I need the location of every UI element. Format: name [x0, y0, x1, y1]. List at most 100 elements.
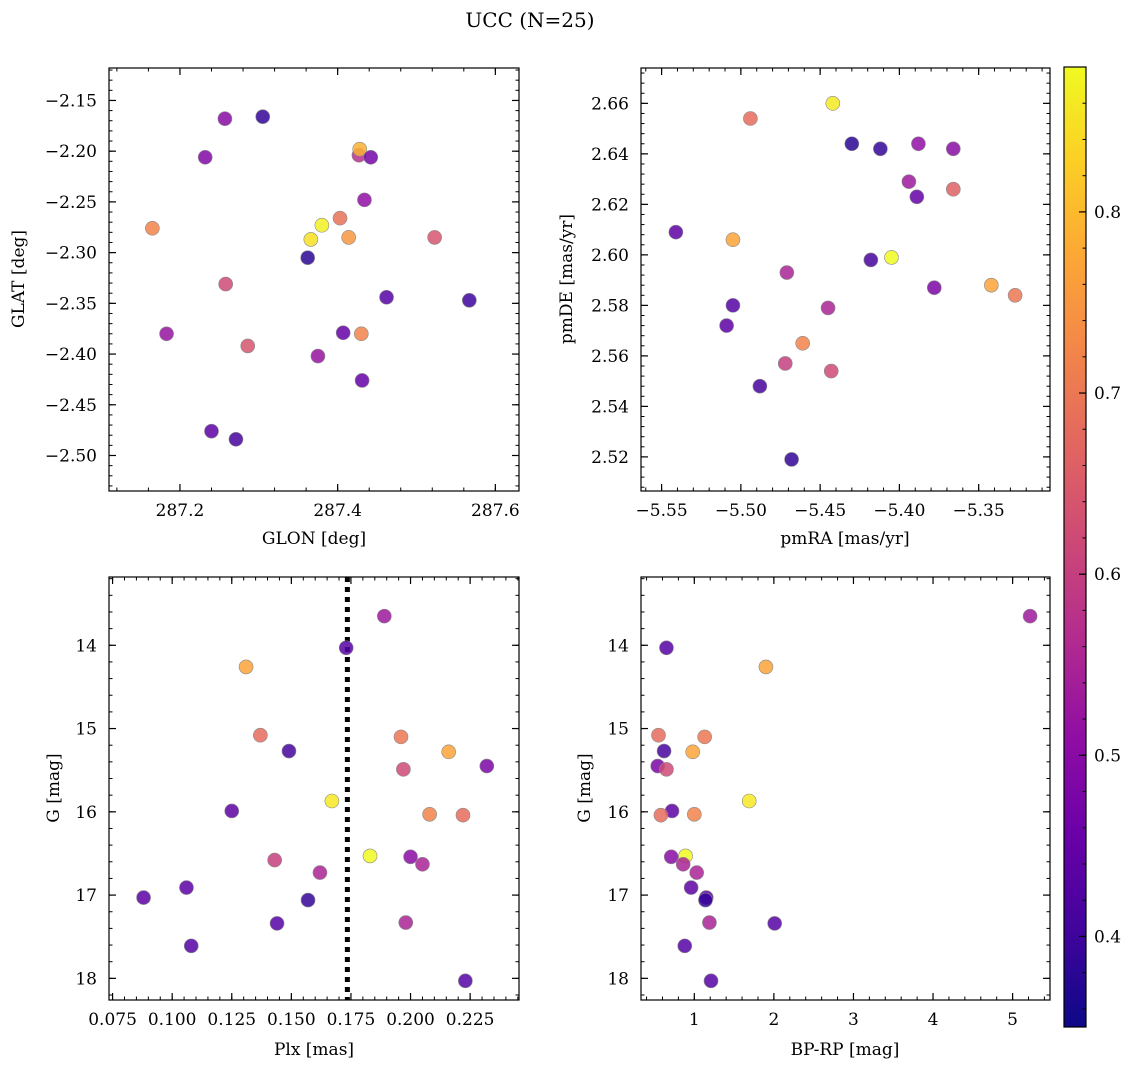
- y-tick-label: 16: [75, 803, 97, 823]
- data-point: [901, 174, 917, 189]
- y-tick-label: −2.35: [45, 294, 97, 314]
- data-point: [352, 141, 368, 157]
- data-point: [217, 111, 233, 127]
- data-point: [687, 807, 702, 822]
- x-tick-label: 287.6: [471, 501, 520, 521]
- data-point: [357, 192, 372, 208]
- data-point: [310, 348, 326, 364]
- data-point: [725, 232, 741, 248]
- x-axis-label: Plx [mas]: [274, 1040, 354, 1060]
- data-point: [984, 277, 999, 293]
- data-point: [396, 762, 411, 777]
- colorbar-tick-label: 0.5: [1094, 746, 1121, 766]
- data-point: [777, 356, 793, 371]
- data-point: [825, 96, 841, 111]
- x-tick-label: −5.35: [953, 501, 1005, 521]
- figure-title: UCC (N=25): [465, 8, 594, 32]
- x-tick-label: 0.075: [88, 1010, 137, 1030]
- data-point: [873, 141, 888, 157]
- data-point: [159, 326, 174, 342]
- data-point: [758, 659, 774, 675]
- data-point: [909, 189, 925, 205]
- axes-frame: [640, 67, 1051, 492]
- scatter-panel-4: 1 2 3 4 5 14 15 16 17 18 BP-RP [mag] G [mag]: [575, 576, 1051, 1060]
- x-tick-label: −5.55: [636, 501, 688, 521]
- data-point: [659, 640, 674, 656]
- data-point: [363, 149, 379, 165]
- data-point: [335, 325, 351, 341]
- y-tick-label: 2.54: [591, 397, 629, 417]
- colorbar-gradient: [1063, 66, 1087, 1028]
- data-point: [719, 318, 734, 333]
- data-point: [269, 916, 285, 931]
- data-point: [338, 640, 354, 656]
- data-point: [779, 265, 795, 280]
- data-point: [685, 744, 701, 760]
- colorbar-tick-label: 0.7: [1094, 384, 1121, 404]
- y-tick-label: 2.60: [591, 246, 629, 266]
- data-point: [479, 758, 495, 774]
- x-tick-label: 4: [928, 1010, 939, 1030]
- data-point: [441, 744, 456, 760]
- data-point: [427, 230, 442, 245]
- data-point: [415, 856, 430, 872]
- colorbar-tick-label: 0.6: [1094, 565, 1121, 585]
- x-axis-label: BP-RP [mag]: [791, 1040, 900, 1060]
- x-tick-label: 287.2: [156, 501, 205, 521]
- y-tick-label: −2.15: [45, 91, 97, 111]
- x-tick-label: 0.225: [446, 1010, 495, 1030]
- data-point: [741, 793, 757, 809]
- data-point: [702, 915, 717, 930]
- axes-frame: [108, 67, 520, 492]
- data-point: [238, 659, 254, 675]
- data-point: [653, 807, 669, 823]
- data-point: [228, 431, 244, 447]
- data-point: [145, 220, 160, 236]
- data-point: [218, 276, 233, 292]
- y-axis-label: G [mag]: [575, 753, 595, 822]
- data-point: [675, 856, 691, 872]
- data-point: [422, 807, 437, 822]
- data-point: [136, 890, 151, 905]
- colorbar-tick-label: 0.4: [1094, 927, 1121, 947]
- y-tick-label: 16: [607, 803, 629, 823]
- data-point: [312, 865, 328, 880]
- y-axis-label: G [mag]: [44, 753, 64, 822]
- data-point: [224, 803, 240, 819]
- data-point: [300, 892, 316, 908]
- y-tick-label: 15: [75, 720, 97, 740]
- x-tick-label: 5: [1007, 1010, 1018, 1030]
- data-point: [281, 743, 297, 759]
- data-point: [683, 880, 699, 895]
- x-tick-label: 0.125: [207, 1010, 256, 1030]
- y-tick-label: 2.64: [591, 145, 629, 165]
- y-tick-label: 14: [75, 636, 97, 656]
- x-axis-label: pmRA [mas/yr]: [780, 529, 909, 549]
- data-point: [863, 252, 879, 268]
- y-tick-label: 14: [607, 636, 629, 656]
- data-point: [823, 363, 839, 379]
- data-point: [945, 181, 961, 197]
- scatter-panel-2: −5.55 −5.50 −5.45 −5.40 −5.35 2.52 2.54 2.56 2.5…: [557, 67, 1051, 549]
- y-tick-label: −2.40: [45, 345, 97, 365]
- data-point: [179, 880, 194, 895]
- data-point: [354, 373, 370, 388]
- y-tick-label: 17: [607, 886, 629, 906]
- data-point: [820, 300, 836, 316]
- data-point: [341, 230, 356, 245]
- data-point: [398, 915, 414, 930]
- data-point: [663, 849, 679, 865]
- axes-frame: [640, 576, 1051, 1001]
- data-point: [911, 136, 926, 152]
- colorbar-tick-label: 0.8: [1094, 203, 1121, 223]
- data-point: [698, 892, 713, 908]
- data-point: [725, 298, 741, 313]
- y-tick-label: −2.20: [45, 142, 97, 162]
- y-tick-label: 2.66: [591, 94, 629, 114]
- data-point: [659, 762, 674, 777]
- x-tick-label: 0.175: [327, 1010, 376, 1030]
- x-tick-label: −5.40: [873, 501, 925, 521]
- x-tick-label: 1: [689, 1010, 700, 1030]
- data-point: [403, 849, 418, 865]
